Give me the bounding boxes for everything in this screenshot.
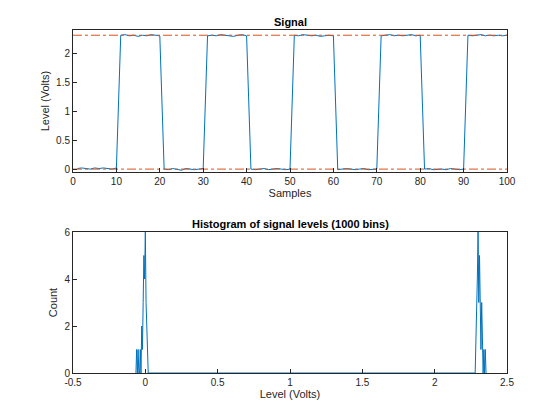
svg-text:0: 0 [70, 176, 76, 187]
svg-text:0: 0 [143, 377, 149, 388]
svg-text:Count: Count [47, 288, 59, 317]
svg-text:Level (Volts): Level (Volts) [260, 388, 321, 400]
svg-text:2: 2 [64, 321, 70, 332]
svg-text:0: 0 [64, 164, 70, 175]
svg-text:0.5: 0.5 [211, 377, 225, 388]
svg-text:50: 50 [284, 176, 296, 187]
svg-text:Histogram of signal levels (10: Histogram of signal levels (1000 bins) [192, 218, 389, 230]
svg-text:1.5: 1.5 [355, 377, 369, 388]
svg-text:80: 80 [415, 176, 427, 187]
svg-text:1: 1 [287, 377, 293, 388]
svg-text:Level (Volts): Level (Volts) [39, 71, 51, 132]
svg-text:40: 40 [241, 176, 253, 187]
svg-text:2.5: 2.5 [500, 377, 514, 388]
svg-text:10: 10 [111, 176, 123, 187]
svg-text:6: 6 [64, 227, 70, 238]
svg-text:2: 2 [64, 48, 70, 59]
svg-text:30: 30 [198, 176, 210, 187]
svg-text:0: 0 [64, 368, 70, 379]
svg-text:Signal: Signal [274, 16, 307, 28]
svg-text:100: 100 [499, 176, 516, 187]
svg-text:60: 60 [328, 176, 340, 187]
svg-text:1: 1 [64, 106, 70, 117]
svg-text:0.5: 0.5 [56, 135, 70, 146]
svg-text:1.5: 1.5 [56, 77, 70, 88]
svg-text:2: 2 [432, 377, 438, 388]
svg-text:20: 20 [154, 176, 166, 187]
svg-text:-0.5: -0.5 [64, 377, 82, 388]
svg-text:70: 70 [371, 176, 383, 187]
svg-text:Samples: Samples [269, 187, 312, 199]
svg-text:4: 4 [64, 274, 70, 285]
svg-text:90: 90 [458, 176, 470, 187]
